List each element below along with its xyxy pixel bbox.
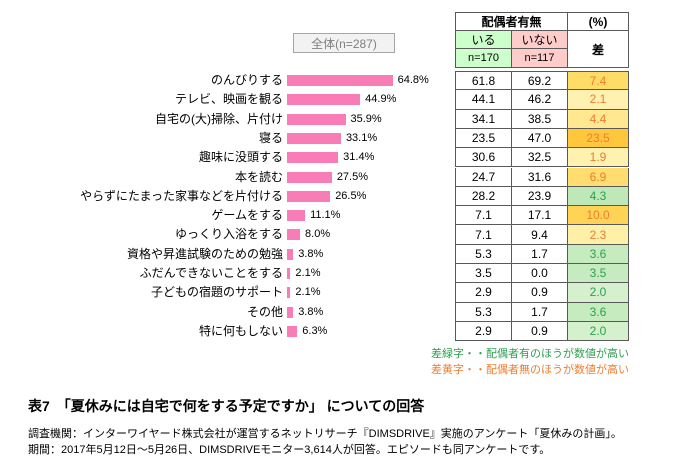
cell-spouse-yes: 28.2	[455, 186, 512, 207]
bar-value-label: 3.8%	[298, 247, 324, 260]
category-label: 子どもの宿題のサポート	[150, 285, 283, 300]
cell-spouse-yes: 44.1	[455, 90, 512, 110]
cell-difference: 3.6	[568, 244, 629, 264]
cell-difference: 2.3	[568, 225, 629, 245]
bar-value-label: 3.8%	[298, 305, 324, 318]
cell-difference: 4.4	[568, 109, 629, 129]
cell-difference: 6.9	[568, 167, 629, 187]
cell-spouse-no: 0.0	[512, 264, 568, 284]
category-label: ふだんできないことをする	[139, 266, 283, 280]
category-label: のんびりする	[210, 73, 283, 87]
bar-value-label: 6.3%	[302, 324, 328, 337]
bar-value-label: 26.5%	[335, 189, 367, 202]
cell-difference: 7.4	[568, 71, 629, 91]
cell-spouse-no: 1.7	[512, 244, 568, 264]
cell-difference: 10.0	[568, 206, 629, 226]
cell-spouse-yes: 34.1	[455, 109, 512, 129]
bar-value-label: 44.9%	[365, 93, 397, 106]
cell-difference: 1.9	[568, 148, 629, 168]
cell-spouse-no: 17.1	[512, 206, 568, 226]
cell-spouse-yes: 30.6	[455, 148, 512, 168]
bar-value-label: 64.8%	[397, 74, 429, 86]
cell-spouse-no: 46.2	[512, 90, 568, 110]
category-bar	[287, 248, 294, 260]
category-bar	[287, 287, 291, 299]
bar-value-label: 11.1%	[310, 209, 341, 222]
footnote-survey-period: 期間：2017年5月12日～5月26日、DIMSDRIVEモニター3,614人が…	[28, 444, 551, 456]
category-bar	[287, 132, 341, 144]
legend-yellow-note: 差黄字・・配偶者無のほうが数値が高い	[431, 364, 629, 376]
bar-value-label: 2.1%	[295, 286, 321, 299]
table-header-difference: 差	[568, 31, 629, 68]
cell-spouse-no: 23.9	[512, 186, 568, 207]
category-label: 特に何もしない	[198, 323, 283, 338]
table-header-n-no: n=117	[512, 49, 568, 68]
cell-difference: 3.5	[568, 264, 629, 284]
category-label: 寝る	[258, 130, 283, 145]
category-bar	[287, 113, 346, 125]
cell-spouse-yes: 5.3	[455, 302, 512, 322]
table-header-n-yes: n=170	[455, 49, 512, 68]
bar-value-label: 2.1%	[295, 267, 321, 279]
category-label: 本を読む	[234, 169, 283, 184]
category-bar	[287, 210, 306, 222]
cell-spouse-yes: 24.7	[455, 167, 512, 187]
category-label: テレビ、映画を観る	[174, 92, 283, 107]
category-label: やらずにたまった家事などを片付ける	[80, 188, 283, 203]
category-bar	[287, 268, 291, 279]
legend-green-note: 差緑字・・配偶者有のほうが数値が高い	[431, 348, 629, 360]
category-label: その他	[246, 304, 283, 319]
bar-value-label: 8.0%	[305, 228, 331, 241]
cell-spouse-yes: 2.9	[455, 321, 512, 342]
category-label: 自宅の(大)掃除、片付け	[155, 111, 283, 126]
table-header-spouse-status: 配偶者有無	[455, 12, 568, 31]
cell-spouse-no: 0.9	[512, 283, 568, 303]
cell-difference: 3.6	[568, 302, 629, 322]
cell-spouse-yes: 7.1	[455, 225, 512, 245]
cell-spouse-no: 38.5	[512, 109, 568, 129]
cell-spouse-yes: 61.8	[455, 71, 512, 91]
cell-spouse-no: 47.0	[512, 128, 568, 149]
cell-spouse-yes: 2.9	[455, 283, 512, 303]
cell-spouse-no: 32.5	[512, 148, 568, 168]
bar-value-label: 27.5%	[336, 170, 369, 183]
table-header-percent-unit: (%)	[568, 12, 629, 31]
bar-value-label: 33.1%	[345, 131, 378, 144]
cell-spouse-yes: 23.5	[455, 128, 512, 149]
category-bar	[287, 152, 339, 164]
caption-title: 表7 「夏休みには自宅で何をする予定ですか」 についての回答	[28, 398, 425, 414]
table-header-spouse-no: いない	[512, 31, 568, 49]
cell-difference: 2.0	[568, 321, 629, 342]
cell-spouse-no: 69.2	[512, 71, 568, 91]
table-header-spouse-yes: いる	[455, 31, 512, 49]
category-bar	[287, 94, 361, 106]
cell-spouse-no: 0.9	[512, 321, 568, 342]
category-label: 資格や昇進試験のための勉強	[126, 246, 283, 261]
category-bar	[287, 190, 331, 202]
cell-difference: 2.0	[568, 283, 629, 303]
bar-value-label: 31.4%	[343, 151, 375, 164]
cell-spouse-no: 1.7	[512, 302, 568, 322]
category-label: 趣味に没頭する	[198, 150, 283, 165]
category-bar	[287, 306, 294, 318]
footnote-survey-source: 調査機関：インターワイヤード株式会社が運営するネットリサーチ『DIMSDRIVE…	[28, 428, 622, 440]
cell-spouse-yes: 3.5	[455, 264, 512, 284]
category-label: ゲームをする	[211, 208, 283, 223]
cell-spouse-no: 31.6	[512, 167, 568, 187]
cell-spouse-yes: 7.1	[455, 206, 512, 226]
category-bar	[287, 325, 298, 337]
category-bar	[287, 75, 393, 86]
cell-difference: 2.1	[568, 90, 629, 110]
cell-spouse-yes: 5.3	[455, 244, 512, 264]
category-bar	[287, 171, 332, 183]
cell-difference: 23.5	[568, 128, 629, 149]
category-label: ゆっくり入浴をする	[174, 227, 283, 242]
cell-spouse-no: 9.4	[512, 225, 568, 245]
cell-difference: 4.3	[568, 186, 629, 207]
bar-value-label: 35.9%	[350, 112, 382, 125]
overall-n-label: 全体(n=287)	[293, 33, 395, 53]
category-bar	[287, 229, 301, 241]
